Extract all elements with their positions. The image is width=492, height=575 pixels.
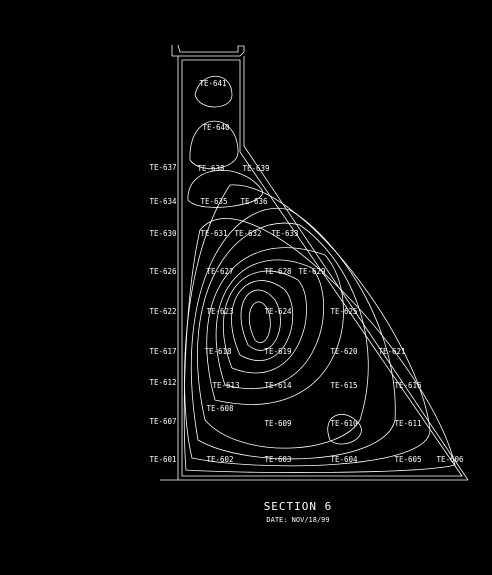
- sensor-label: TE-634: [149, 197, 177, 206]
- sensor-label: TE-637: [149, 163, 176, 172]
- sensor-label: TE-623: [206, 307, 233, 316]
- dam-outline: [160, 45, 468, 480]
- sensor-label: TE-604: [330, 455, 358, 464]
- sensor-label: TE-605: [394, 455, 421, 464]
- sensor-label: TE-606: [436, 455, 464, 464]
- sensor-label: TE-609: [264, 419, 291, 428]
- section-title: SECTION 6: [264, 500, 333, 513]
- sensor-label: TE-618: [204, 347, 232, 356]
- sensor-label: TE-639: [242, 164, 269, 173]
- sensor-label: TE-630: [149, 229, 177, 238]
- sensor-label: TE-625: [330, 307, 357, 316]
- sensor-label: TE-617: [149, 347, 176, 356]
- dam-section: TE-641 TE-640 TE-637 TE-638 TE-639 TE-634 TE-6…: [0, 0, 492, 575]
- sensor-label: TE-641: [199, 79, 226, 88]
- sensor-label: TE-610: [330, 419, 358, 428]
- sensor-label: TE-619: [264, 347, 291, 356]
- sensor-label: TE-640: [202, 123, 230, 132]
- sensor-label: TE-627: [206, 267, 233, 276]
- sensor-label: TE-622: [149, 307, 176, 316]
- sensor-label: TE-631: [200, 229, 227, 238]
- sensor-label: TE-601: [149, 455, 176, 464]
- sensor-label: TE-608: [206, 404, 234, 413]
- sensor-label: TE-632: [234, 229, 261, 238]
- date: DATE: NOV/18/99: [266, 516, 329, 524]
- sensor-label: TE-611: [394, 419, 421, 428]
- sensor-label: TE-614: [264, 381, 292, 390]
- sensor-label: TE-612: [149, 378, 176, 387]
- sensor-label: TE-624: [264, 307, 292, 316]
- sensor-label: TE-636: [240, 197, 268, 206]
- sensor-label: TE-626: [149, 267, 177, 276]
- sensor-label: TE-615: [330, 381, 357, 390]
- sensor-label: TE-613: [212, 381, 239, 390]
- sensor-label: TE-635: [200, 197, 227, 206]
- sensor-label: TE-616: [394, 381, 422, 390]
- sensor-label: TE-633: [271, 229, 298, 238]
- sensor-labels: TE-641 TE-640 TE-637 TE-638 TE-639 TE-634 TE-6…: [149, 79, 464, 464]
- sensor-label: TE-628: [264, 267, 292, 276]
- sensor-label: TE-621: [378, 347, 405, 356]
- sensor-label: TE-638: [197, 164, 225, 173]
- sensor-label: TE-603: [264, 455, 291, 464]
- sensor-label: TE-607: [149, 417, 176, 426]
- sensor-label: TE-629: [298, 267, 325, 276]
- sensor-label: TE-620: [330, 347, 358, 356]
- sensor-label: TE-602: [206, 455, 233, 464]
